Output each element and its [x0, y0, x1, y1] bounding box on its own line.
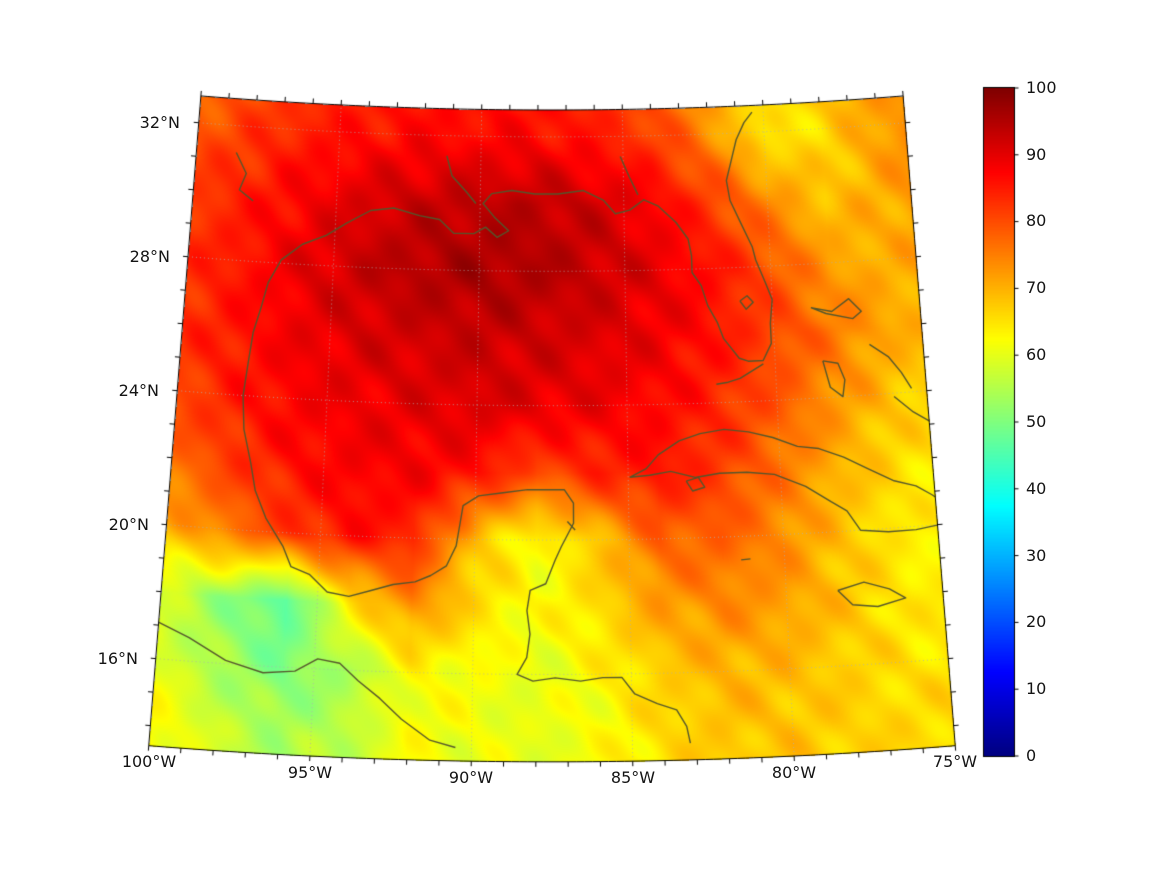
- colorbar-tick-label-80: 80: [1026, 211, 1047, 230]
- y-tick-label-32n: 32°N: [139, 113, 180, 132]
- x-tick-label-75w: 75°W: [932, 752, 978, 771]
- colorbar-tick-label-30: 30: [1026, 546, 1047, 565]
- x-tick-label-85w: 85°W: [610, 768, 656, 787]
- x-tick-label-90w: 90°W: [448, 768, 494, 787]
- x-tick-label-95w: 95°W: [287, 763, 333, 782]
- y-tick-label-16n: 16°N: [97, 649, 138, 668]
- y-tick-label-24n: 24°N: [118, 381, 159, 400]
- colorbar-tick-label-90: 90: [1026, 145, 1047, 164]
- x-tick-label-100w: 100°W: [121, 752, 177, 771]
- colorbar-tick-label-0: 0: [1026, 746, 1037, 765]
- colorbar-tick-label-50: 50: [1026, 412, 1047, 431]
- colorbar-tick-label-10: 10: [1026, 679, 1047, 698]
- colorbar-tick-label-100: 100: [1026, 78, 1057, 97]
- colorbar-tick-label-60: 60: [1026, 345, 1047, 364]
- x-tick-label-80w: 80°W: [771, 763, 817, 782]
- colorbar-tick-label-20: 20: [1026, 612, 1047, 631]
- colorbar-tick-label-40: 40: [1026, 479, 1047, 498]
- colorbar-tick-label-70: 70: [1026, 278, 1047, 297]
- y-tick-label-20n: 20°N: [108, 515, 149, 534]
- y-tick-label-28n: 28°N: [129, 247, 170, 266]
